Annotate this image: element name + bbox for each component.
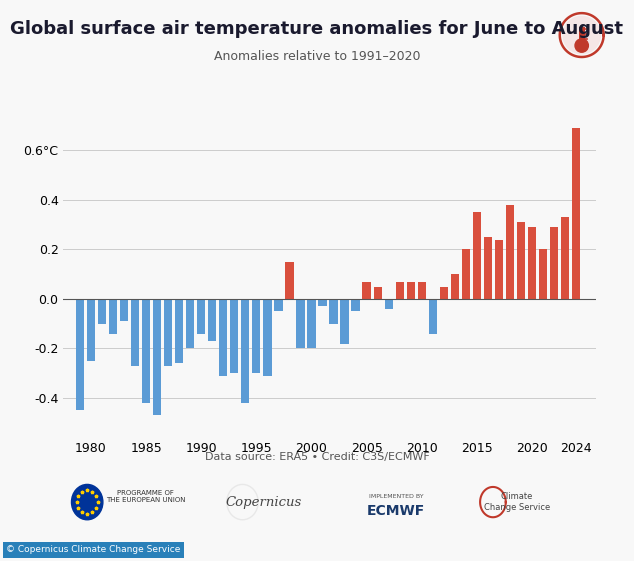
Bar [87, 299, 95, 361]
Bar [473, 213, 481, 299]
Bar [517, 222, 525, 299]
Bar [351, 299, 359, 311]
Bar [186, 299, 195, 348]
Bar [484, 237, 492, 299]
Bar [579, 27, 585, 45]
Bar [418, 282, 426, 299]
Circle shape [575, 39, 588, 52]
Bar [406, 282, 415, 299]
Circle shape [72, 484, 103, 519]
Bar [539, 250, 547, 299]
Bar [363, 282, 371, 299]
Bar [98, 299, 106, 324]
Text: ECMWF: ECMWF [367, 504, 425, 517]
Text: PROGRAMME OF
THE EUROPEAN UNION: PROGRAMME OF THE EUROPEAN UNION [106, 490, 186, 503]
Text: Global surface air temperature anomalies for June to August: Global surface air temperature anomalies… [11, 20, 623, 38]
Text: Climate
Change Service: Climate Change Service [484, 492, 550, 512]
Bar [131, 299, 139, 366]
Bar [330, 299, 338, 324]
Bar [197, 299, 205, 334]
Bar [307, 299, 316, 348]
Bar [318, 299, 327, 306]
Bar [572, 128, 580, 299]
Bar [506, 205, 514, 299]
Bar [429, 299, 437, 334]
Bar [219, 299, 228, 376]
Bar [550, 227, 558, 299]
Bar [373, 287, 382, 299]
Bar [241, 299, 249, 403]
Bar [109, 299, 117, 334]
Bar [385, 299, 393, 309]
Bar [252, 299, 261, 373]
Bar [120, 299, 128, 321]
Bar [528, 227, 536, 299]
Text: © Copernicus Climate Change Service: © Copernicus Climate Change Service [6, 545, 181, 554]
Bar [275, 299, 283, 311]
Text: IMPLEMENTED BY: IMPLEMENTED BY [369, 494, 424, 499]
Bar [439, 287, 448, 299]
Bar [462, 250, 470, 299]
Bar [451, 274, 459, 299]
Bar [296, 299, 304, 348]
Bar [340, 299, 349, 343]
Bar [175, 299, 183, 364]
Bar [263, 299, 271, 376]
Bar [396, 282, 404, 299]
Text: Anomalies relative to 1991–2020: Anomalies relative to 1991–2020 [214, 50, 420, 63]
Circle shape [563, 16, 600, 54]
Text: Data source: ERA5 • Credit: C3S/ECMWF: Data source: ERA5 • Credit: C3S/ECMWF [205, 452, 429, 462]
Bar [142, 299, 150, 403]
Bar [561, 217, 569, 299]
Bar [76, 299, 84, 410]
Text: Copernicus: Copernicus [225, 495, 301, 509]
Bar [495, 240, 503, 299]
Bar [208, 299, 216, 341]
Bar [230, 299, 238, 373]
Bar [153, 299, 161, 415]
Bar [285, 262, 294, 299]
Bar [164, 299, 172, 366]
